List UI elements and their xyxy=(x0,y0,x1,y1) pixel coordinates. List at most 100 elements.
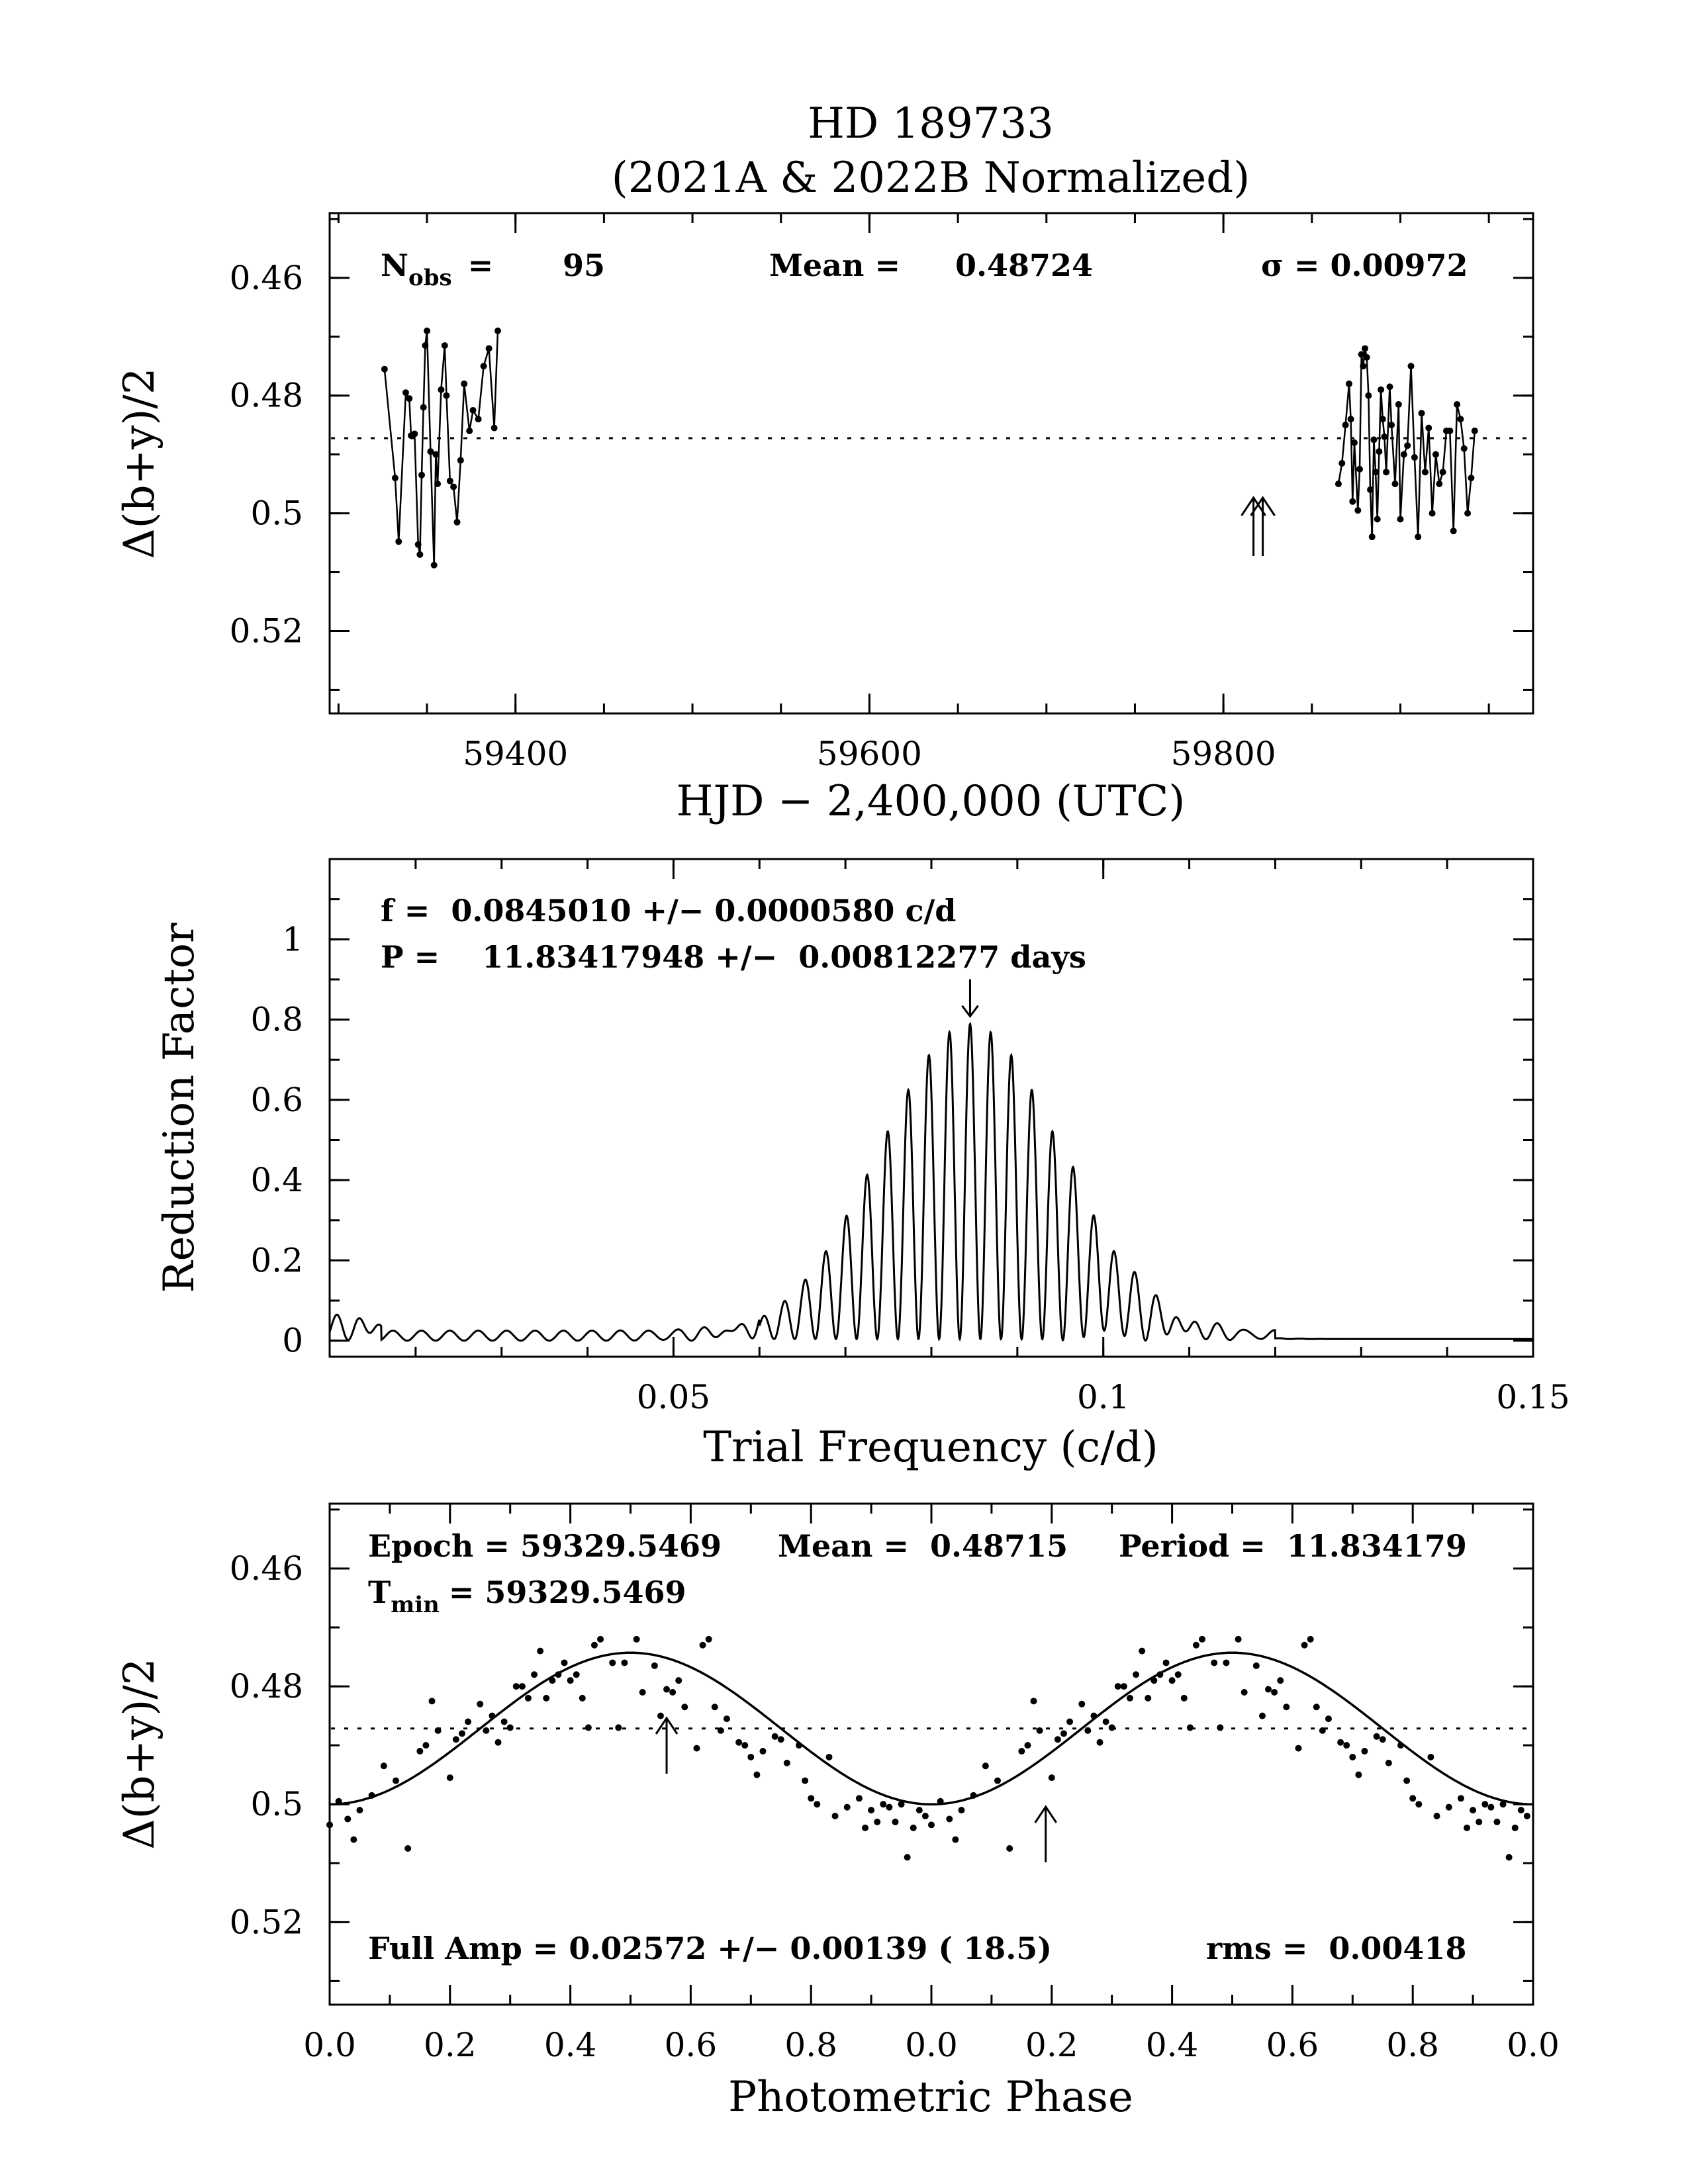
figure-title-line1: HD 189733 xyxy=(808,99,1054,148)
light-curve-point xyxy=(1372,469,1380,476)
light-curve-point xyxy=(1415,533,1422,541)
phase-point xyxy=(928,1821,935,1829)
phase-point xyxy=(567,1677,574,1684)
light-curve-series-line xyxy=(1337,348,1476,537)
periodogram-x-tick-label: 0.1 xyxy=(1077,1378,1130,1416)
light-curve-point xyxy=(466,428,473,435)
phase-point xyxy=(1133,1671,1140,1678)
phase-point xyxy=(1307,1635,1314,1643)
ingress-arrow-head xyxy=(655,1716,679,1735)
phase-point xyxy=(494,1739,502,1746)
light-curve-point xyxy=(1439,469,1446,476)
light-curve-data xyxy=(331,327,1532,569)
phase-point xyxy=(1078,1700,1086,1707)
period-result: P = 11.83417948 +/− 0.00812277 days xyxy=(381,939,1086,975)
phase-point xyxy=(1379,1736,1386,1743)
light-curve-point xyxy=(450,483,457,490)
light-curve-point xyxy=(427,448,434,455)
phase-point xyxy=(434,1727,442,1734)
light-curve-point xyxy=(1446,428,1454,435)
light-curve-point xyxy=(1365,392,1372,399)
phase-curve-x-tick-label: 0.4 xyxy=(544,2026,597,2064)
phase-point xyxy=(609,1659,616,1666)
light-curve-y-tick-label: 0.5 xyxy=(250,494,303,533)
phase-point xyxy=(1499,1801,1507,1808)
phase-point xyxy=(868,1807,875,1814)
phase-point xyxy=(952,1836,959,1843)
phase-point xyxy=(759,1748,767,1755)
light-curve-point xyxy=(395,538,402,545)
phase-point xyxy=(886,1803,893,1811)
light-curve-point xyxy=(1391,480,1399,488)
light-curve-x-tick-label: 59600 xyxy=(817,735,922,773)
light-curve-point xyxy=(1356,465,1363,473)
phase-point xyxy=(1361,1748,1368,1755)
phase-curve-x-tick-label: 0.4 xyxy=(1146,2026,1199,2064)
phase-point xyxy=(561,1659,568,1666)
phase-point xyxy=(1397,1742,1405,1749)
phase-point xyxy=(1295,1745,1302,1752)
phase-point xyxy=(1030,1698,1037,1705)
light-curve-point xyxy=(1429,510,1436,517)
light-curve-point xyxy=(1454,401,1461,408)
phase-curve-panel: 0.0 0.2 0.4 0.6 0.8 0.0 0.2 0.4 0.6 0.8 0.0 0.46 0.4… xyxy=(115,1502,1560,2122)
phase-point xyxy=(1223,1659,1230,1666)
phase-point xyxy=(825,1753,833,1760)
phase-point xyxy=(512,1683,520,1690)
phase-point xyxy=(639,1688,646,1696)
period-label: Period = 11.834179 xyxy=(1119,1528,1467,1564)
light-curve-point xyxy=(1471,428,1478,435)
light-curve-x-tick-label: 59800 xyxy=(1171,735,1276,773)
phase-point xyxy=(1108,1724,1115,1731)
phase-point xyxy=(335,1797,342,1805)
light-curve-point xyxy=(1338,460,1346,467)
phase-point xyxy=(771,1733,778,1740)
phase-point xyxy=(1066,1718,1074,1725)
light-curve-point xyxy=(1335,480,1342,488)
phase-point xyxy=(1373,1733,1380,1740)
rms-label: rms = 0.00418 xyxy=(1206,1931,1466,1966)
light-curve-point xyxy=(416,551,424,558)
light-curve-point xyxy=(1376,448,1383,455)
phase-point xyxy=(970,1792,977,1799)
epoch-label: Epoch = 59329.5469 xyxy=(368,1528,722,1564)
phase-point xyxy=(615,1724,622,1731)
phase-point xyxy=(590,1641,598,1649)
periodogram-x-tick-label: 0.05 xyxy=(637,1378,710,1416)
phase-point xyxy=(892,1818,899,1825)
phase-point xyxy=(1325,1715,1332,1723)
phase-curve-x-tick-label: 0.6 xyxy=(1266,2026,1319,2064)
phase-point xyxy=(477,1700,484,1707)
phase-point xyxy=(880,1801,887,1808)
phase-point xyxy=(783,1759,790,1766)
phase-point xyxy=(1199,1635,1206,1643)
phase-point xyxy=(1048,1774,1055,1782)
phase-curve-x-tick-label: 0.6 xyxy=(665,2026,718,2064)
phase-point xyxy=(1427,1753,1434,1760)
phase-point xyxy=(404,1844,412,1852)
phase-point xyxy=(1252,1662,1260,1669)
phase-point xyxy=(1024,1742,1031,1749)
light-curve-point xyxy=(1349,498,1356,505)
phase-point xyxy=(1102,1718,1109,1725)
light-curve-point xyxy=(446,477,453,484)
phase-point xyxy=(597,1635,604,1643)
phase-point xyxy=(1168,1677,1176,1684)
phase-curve-x-tick-label: 0.0 xyxy=(1507,2026,1560,2064)
phase-point xyxy=(705,1635,712,1643)
phase-curve-x-tick-label: 0.2 xyxy=(1025,2026,1078,2064)
phase-curve-x-axis-label: Photometric Phase xyxy=(728,2073,1133,2122)
light-curve-point xyxy=(491,424,498,432)
phase-point xyxy=(380,1762,387,1770)
nobs-value: 95 xyxy=(563,248,605,283)
phase-point xyxy=(663,1686,671,1693)
phase-curve-x-tick-label: 0.0 xyxy=(905,2026,958,2064)
light-curve-point xyxy=(430,561,438,569)
phase-point xyxy=(621,1659,628,1666)
phase-point xyxy=(1120,1683,1127,1690)
phase-point xyxy=(831,1813,839,1820)
phase-curve-x-tick-label: 0.8 xyxy=(1386,2026,1439,2064)
nobs-label: Nobs = xyxy=(381,248,493,291)
phase-point xyxy=(633,1635,640,1643)
periodogram-y-tick-label: 1 xyxy=(282,920,303,958)
